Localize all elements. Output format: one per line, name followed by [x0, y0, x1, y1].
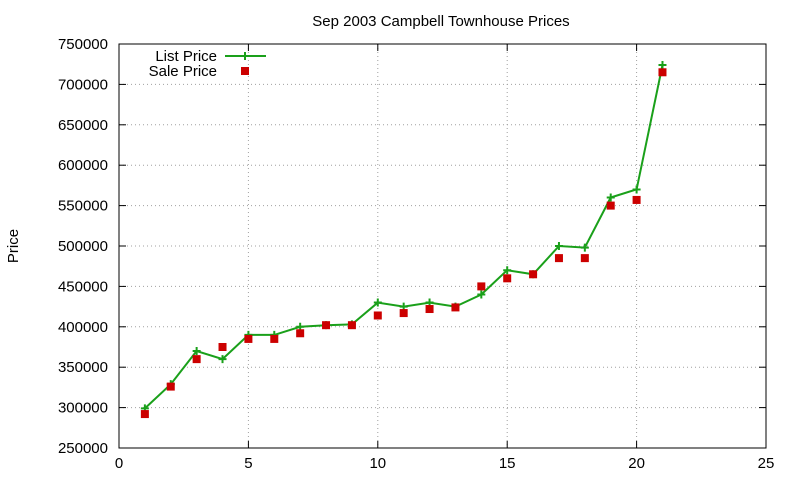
- sale-price-point: [218, 343, 227, 351]
- sale-price-point: [399, 309, 408, 318]
- list-price-point: [373, 298, 382, 307]
- list-price-point: [632, 185, 641, 194]
- x-tick-label: 15: [499, 455, 516, 472]
- y-tick-label: 750000: [58, 36, 108, 53]
- x-tick-label: 10: [369, 455, 386, 472]
- list-price-point: [580, 243, 589, 252]
- list-price-point: [192, 347, 201, 356]
- sale-price-point: [658, 68, 667, 77]
- sale-price-point: [503, 274, 512, 283]
- y-tick-labels: 250000 300000 350000 400000 450000 500000 5500…: [58, 36, 108, 457]
- y-tick-label: 250000: [58, 440, 108, 457]
- sale-price-point: [477, 282, 486, 291]
- sale-price-point: [166, 382, 175, 391]
- list-price-point: [606, 193, 615, 202]
- sale-price-point: [322, 321, 331, 330]
- sale-price-point: [632, 195, 641, 204]
- series: [140, 61, 667, 419]
- x-tick-labels: 0 5 10 15 20 25: [115, 455, 775, 472]
- sale-price-point: [606, 201, 615, 210]
- x-tick-label: 25: [758, 455, 775, 472]
- sale-price-point: [554, 254, 563, 263]
- sale-price-point: [192, 355, 201, 364]
- legend-list-price-marker: [241, 52, 249, 60]
- sale-price-point: [296, 329, 305, 338]
- y-tick-label: 400000: [58, 319, 108, 336]
- legend-sale-price-label: Sale Price: [149, 63, 217, 80]
- sale-price-point: [244, 334, 253, 343]
- sale-price-point: [529, 270, 538, 279]
- list-price-point: [554, 242, 563, 250]
- list-price-point: [503, 266, 512, 275]
- axis-ticks: [118, 43, 767, 449]
- y-tick-label: 350000: [58, 359, 108, 376]
- x-tick-label: 20: [628, 455, 645, 472]
- y-tick-label: 450000: [58, 278, 108, 295]
- sale-price-point: [270, 334, 279, 343]
- y-tick-label: 700000: [58, 76, 108, 93]
- list-price-point: [218, 355, 227, 364]
- legend-list-price-label: List Price: [155, 48, 217, 65]
- sale-price-point: [425, 305, 434, 314]
- y-tick-label: 600000: [58, 157, 108, 174]
- legend-sale-price-marker: [241, 67, 249, 75]
- list-price-point: [477, 290, 486, 299]
- x-tick-label: 0: [115, 455, 123, 472]
- chart-title: Sep 2003 Campbell Townhouse Prices: [312, 13, 569, 30]
- y-axis-label: Price: [5, 229, 22, 263]
- grid: [119, 44, 766, 448]
- sale-price-point: [580, 254, 589, 263]
- sale-price-point: [347, 321, 356, 330]
- sale-price-point: [140, 410, 149, 419]
- y-tick-label: 550000: [58, 198, 108, 215]
- plot-frame: [118, 43, 767, 449]
- sale-price-point: [451, 303, 460, 312]
- y-tick-label: 300000: [58, 400, 108, 417]
- list-price-point: [658, 61, 667, 70]
- y-tick-label: 650000: [58, 117, 108, 134]
- y-tick-label: 500000: [58, 238, 108, 255]
- sale-price-point: [373, 311, 382, 320]
- x-tick-label: 5: [244, 455, 252, 472]
